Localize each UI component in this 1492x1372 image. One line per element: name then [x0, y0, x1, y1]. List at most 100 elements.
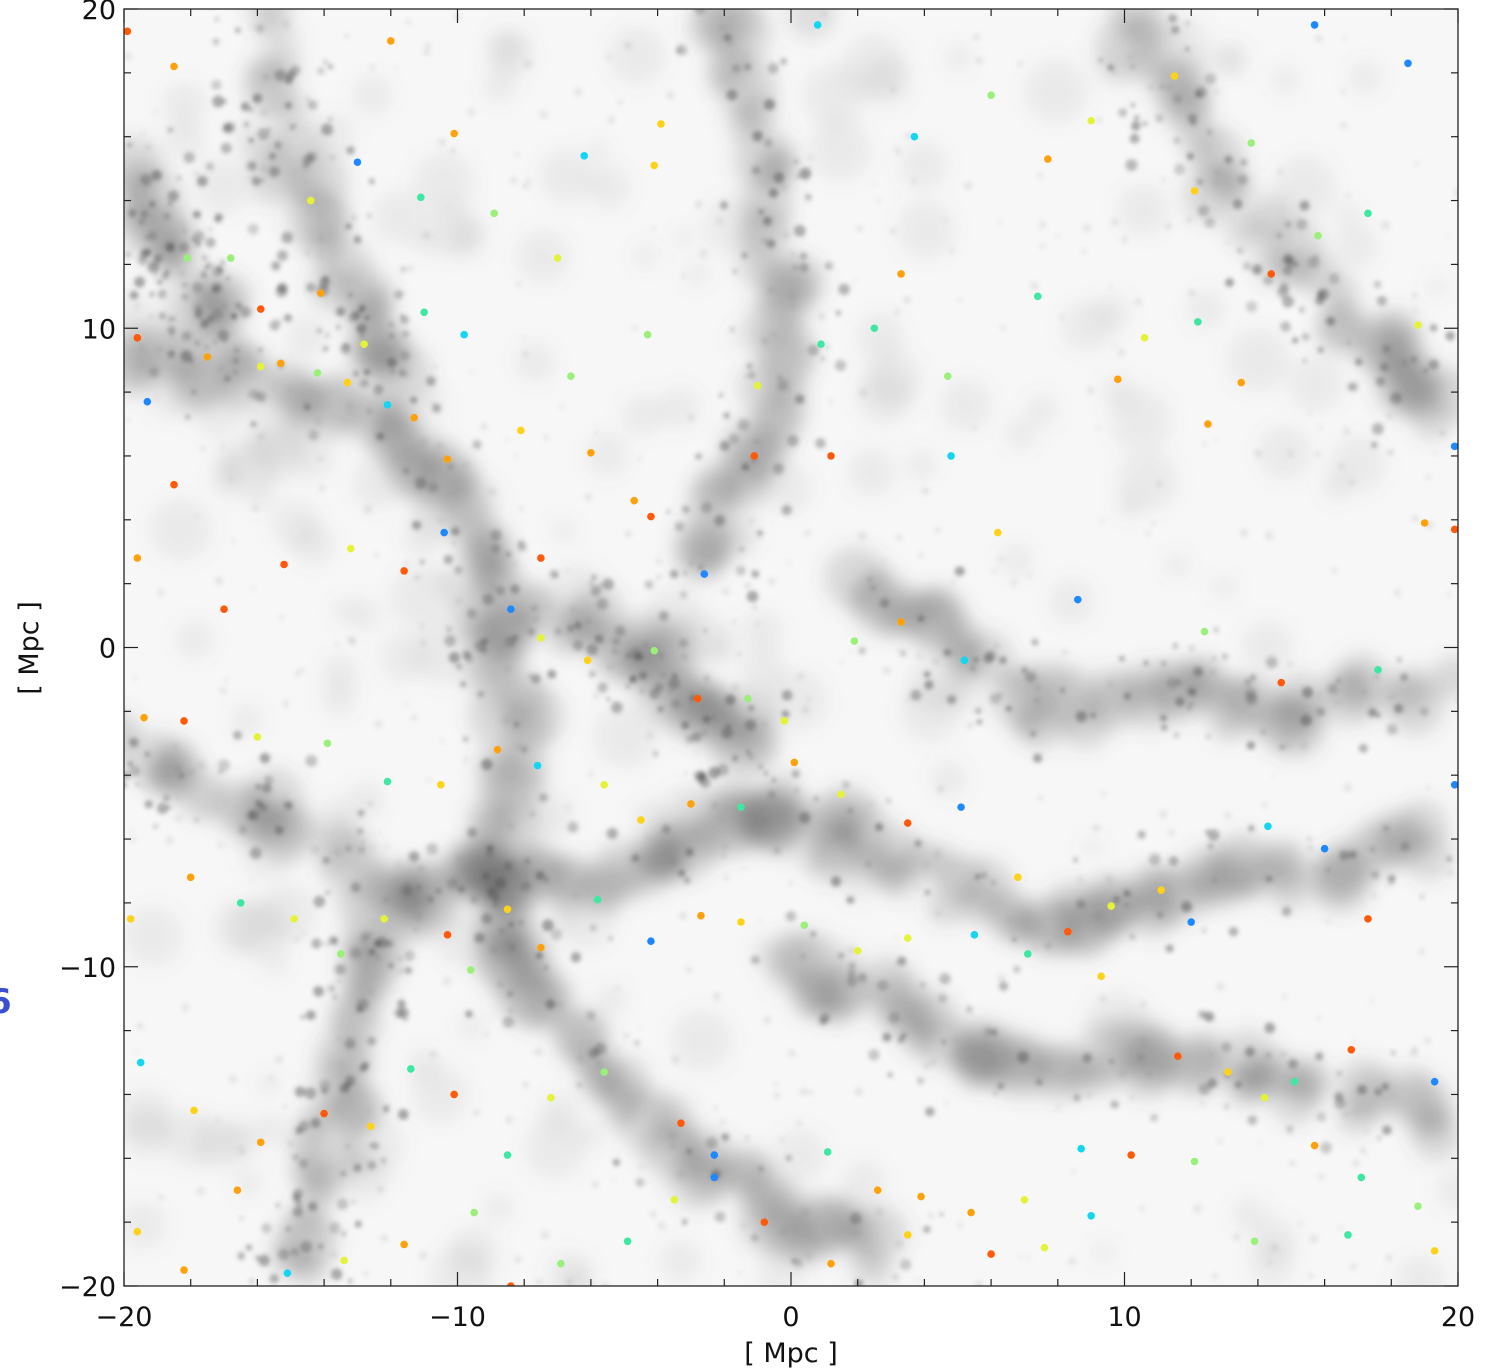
data-point — [630, 496, 639, 505]
data-point — [650, 161, 659, 170]
data-point — [226, 254, 235, 262]
data-point — [827, 1259, 835, 1268]
data-point — [870, 324, 879, 333]
data-point — [126, 915, 135, 923]
data-point — [290, 915, 298, 923]
y-tick-label: −10 — [59, 953, 116, 984]
data-point — [657, 120, 665, 128]
data-point — [1347, 1045, 1356, 1054]
data-point — [700, 570, 709, 578]
data-point — [960, 656, 969, 665]
data-point — [897, 270, 905, 278]
data-point — [1267, 270, 1276, 278]
data-point — [316, 289, 325, 297]
data-point — [1023, 950, 1032, 958]
data-point — [853, 946, 862, 955]
data-point — [600, 780, 609, 789]
data-point — [1190, 187, 1199, 195]
data-point — [987, 1250, 995, 1258]
data-point — [1157, 886, 1165, 894]
data-point — [380, 915, 388, 923]
data-point — [850, 637, 859, 645]
data-point — [650, 646, 659, 655]
data-point — [837, 790, 845, 799]
data-point — [1224, 1068, 1232, 1076]
x-tick-label: 0 — [782, 1302, 799, 1333]
data-point — [1314, 231, 1322, 240]
data-point — [1310, 21, 1319, 29]
data-point — [203, 353, 212, 361]
data-point — [383, 777, 392, 786]
data-point — [360, 340, 368, 349]
data-point — [1247, 139, 1256, 147]
data-point — [387, 37, 395, 45]
data-point — [133, 334, 142, 342]
data-point — [283, 1269, 292, 1278]
y-axis-label: [ Mpc ] — [14, 601, 45, 695]
data-point — [1140, 334, 1149, 342]
data-point — [967, 1208, 975, 1217]
data-point — [1237, 378, 1246, 387]
data-point — [343, 378, 352, 387]
data-point — [623, 1237, 632, 1246]
data-point — [256, 305, 265, 313]
data-point — [1310, 1141, 1319, 1150]
data-point — [583, 656, 592, 665]
data-point — [1064, 927, 1072, 936]
data-point — [1114, 375, 1122, 384]
data-point — [467, 966, 475, 974]
data-point — [547, 1093, 555, 1102]
data-point — [443, 455, 452, 463]
data-point — [1430, 1247, 1439, 1255]
data-point — [490, 209, 498, 218]
data-point — [537, 943, 545, 952]
data-point — [400, 1240, 408, 1249]
data-point — [1277, 678, 1286, 687]
data-point — [1250, 1237, 1259, 1246]
data-point — [1020, 1196, 1029, 1204]
data-point — [1260, 1093, 1269, 1102]
data-point — [873, 1186, 882, 1195]
data-point — [903, 819, 912, 827]
data-point — [133, 1227, 142, 1236]
data-point — [537, 554, 545, 562]
data-point — [236, 899, 245, 907]
data-point — [1077, 1144, 1085, 1153]
data-point — [753, 381, 762, 390]
data-point — [1190, 1157, 1199, 1166]
data-point — [1174, 1052, 1182, 1060]
data-point — [1204, 420, 1212, 428]
data-point — [993, 528, 1002, 537]
y-tick-label: −20 — [59, 1272, 116, 1303]
data-point — [180, 1266, 188, 1274]
data-point — [383, 401, 392, 409]
data-point — [450, 129, 458, 138]
data-point — [537, 634, 545, 642]
data-point — [737, 803, 745, 811]
data-point — [897, 618, 905, 626]
data-point — [133, 554, 142, 562]
data-point — [1290, 1077, 1299, 1086]
y-tick-label: 10 — [82, 314, 116, 345]
data-point — [580, 152, 589, 160]
axis-ticks — [123, 8, 1459, 1287]
data-point — [1040, 1243, 1049, 1252]
data-point — [917, 1192, 925, 1201]
data-point — [1187, 918, 1195, 926]
data-point — [1414, 1202, 1422, 1210]
data-point — [1013, 873, 1022, 882]
x-tick-label: 10 — [1107, 1302, 1141, 1333]
data-point — [1264, 822, 1272, 831]
data-point — [697, 911, 705, 920]
data-point — [987, 91, 995, 99]
data-point — [233, 1186, 242, 1195]
data-point — [903, 934, 912, 942]
data-point — [124, 27, 132, 36]
data-point — [410, 413, 418, 422]
data-point — [1097, 972, 1105, 981]
data-point — [943, 372, 952, 380]
data-point — [306, 196, 315, 205]
data-point — [737, 918, 745, 926]
data-point — [1107, 902, 1115, 910]
